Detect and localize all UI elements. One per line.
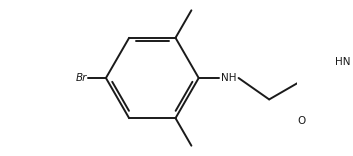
- Text: HN: HN: [335, 57, 351, 67]
- Text: O: O: [298, 116, 306, 126]
- Text: Br: Br: [76, 73, 87, 83]
- Text: NH: NH: [221, 73, 236, 83]
